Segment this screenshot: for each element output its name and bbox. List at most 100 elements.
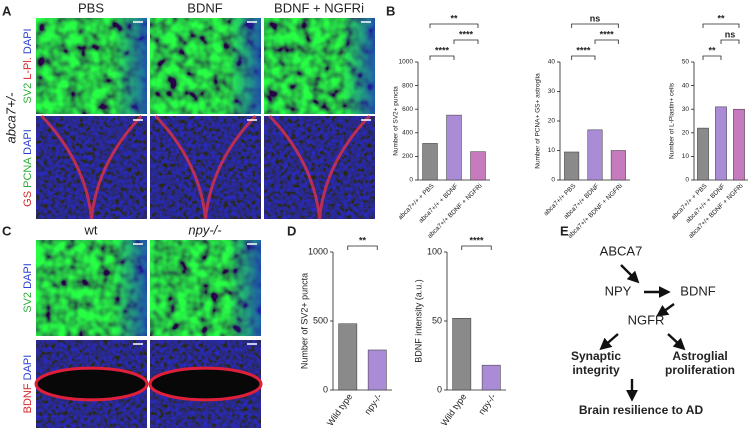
y-axis-title: Number of SV2+ puncta xyxy=(299,273,309,369)
significance-bracket xyxy=(571,55,596,60)
significance-bracket xyxy=(571,23,619,28)
significance-bracket xyxy=(453,39,479,44)
micrograph-red xyxy=(34,366,149,402)
column-title: wt xyxy=(84,222,98,237)
significance-bracket xyxy=(594,39,619,44)
y-tick-label: 1000 xyxy=(399,59,414,66)
pathway-node: NGFR xyxy=(628,312,665,327)
column-title: BDNF + NGFRi xyxy=(274,0,364,15)
row-label-part: SV2 xyxy=(22,292,34,313)
micrograph-red xyxy=(268,114,371,220)
y-axis-title: Number of SV2+ puncta xyxy=(393,86,400,156)
y-axis-title: Number of PCNA+ GS+ astroglia xyxy=(535,73,542,169)
significance-bracket xyxy=(720,39,740,44)
row-label: BDNF DAPI xyxy=(22,355,34,414)
significance-label: ** xyxy=(708,45,716,55)
y-tick-label: 40 xyxy=(682,82,690,89)
bar xyxy=(470,151,486,181)
row-label-part: DAPI xyxy=(22,355,34,381)
micrograph-signal xyxy=(264,116,375,219)
bar xyxy=(697,127,709,181)
y-tick-label: 50 xyxy=(432,315,442,325)
y-tick-label: 50 xyxy=(682,59,690,66)
significance-bracket xyxy=(702,55,722,60)
y-tick-label: 20 xyxy=(548,118,556,125)
genotype-label: abca7+/- xyxy=(3,92,18,144)
significance-bracket xyxy=(347,245,378,250)
y-tick-label: 200 xyxy=(402,153,413,160)
significance-label: **** xyxy=(459,29,474,39)
y-tick-label: 100 xyxy=(427,246,442,256)
panel-letter: A xyxy=(2,3,12,18)
bar xyxy=(564,151,580,181)
x-tick-label: Wild type xyxy=(439,392,468,428)
panel-letter: E xyxy=(560,223,569,238)
y-tick-label: 0 xyxy=(685,177,689,184)
micrograph-signal xyxy=(150,116,261,219)
y-tick-label: 10 xyxy=(682,153,690,160)
bar xyxy=(715,106,727,181)
row-label-part: PCNA xyxy=(22,157,34,188)
y-tick-label: 600 xyxy=(402,106,413,113)
significance-bracket xyxy=(702,23,740,28)
bar xyxy=(587,129,603,181)
significance-label: ns xyxy=(725,29,736,39)
micrographs xyxy=(34,18,375,428)
y-tick-label: 30 xyxy=(548,88,556,95)
row-label-part: L-Pl. xyxy=(22,57,34,80)
row-label-part: DAPI xyxy=(22,28,34,54)
y-tick-label: 500 xyxy=(313,315,328,325)
micrograph-red xyxy=(40,114,143,220)
significance-bracket xyxy=(429,23,479,28)
y-tick-label: 40 xyxy=(548,59,556,66)
row-label-part: DAPI xyxy=(22,263,34,289)
micrograph-red xyxy=(154,114,257,220)
x-tick-label: Wild type xyxy=(325,392,354,428)
bar xyxy=(367,349,387,391)
significance-bracket xyxy=(429,55,455,60)
significance-label: ns xyxy=(590,13,601,23)
row-label-part: DAPI xyxy=(22,129,34,155)
panel-letter: D xyxy=(287,223,296,238)
significance-label: **** xyxy=(600,29,615,39)
pathway-node: integrity xyxy=(572,363,620,377)
y-tick-label: 20 xyxy=(682,130,690,137)
micrograph-dapi xyxy=(150,18,261,114)
y-axis-title: BDNF intensity (a.u.) xyxy=(413,279,423,363)
row-label-part: BDNF xyxy=(22,383,34,413)
pathway-node: NPY xyxy=(605,283,632,298)
x-tick-label: npy-/- xyxy=(476,392,497,417)
panel-letter: B xyxy=(386,3,395,18)
pathway-node: Synaptic xyxy=(571,349,621,363)
significance-label: **** xyxy=(469,235,484,245)
bar xyxy=(338,323,358,391)
significance-label: **** xyxy=(435,45,450,55)
column-title: PBS xyxy=(78,0,104,15)
significance-label: ** xyxy=(359,235,367,245)
bar xyxy=(610,150,626,181)
arrow xyxy=(599,333,619,351)
x-tick-label: npy-/- xyxy=(362,392,383,417)
pathway-node: ABCA7 xyxy=(600,243,643,258)
bar xyxy=(422,143,438,181)
micrograph-dapi xyxy=(264,18,375,114)
y-tick-label: 30 xyxy=(682,106,690,113)
significance-label: **** xyxy=(576,45,591,55)
micrograph-dapi xyxy=(36,18,147,114)
pathway-node: Astroglial xyxy=(672,349,727,363)
column-title: BDNF xyxy=(187,0,222,15)
row-label: GS PCNA DAPI xyxy=(22,129,34,207)
y-tick-label: 0 xyxy=(551,177,555,184)
arrow xyxy=(667,333,686,351)
column-title: npy-/- xyxy=(188,222,222,237)
bar xyxy=(446,114,462,181)
row-label-part: GS xyxy=(22,191,34,207)
significance-label: ** xyxy=(717,13,725,23)
micrograph-red xyxy=(148,366,263,402)
y-tick-label: 400 xyxy=(402,130,413,137)
significance-bracket xyxy=(461,245,492,250)
y-tick-label: 0 xyxy=(323,384,328,394)
bar xyxy=(481,364,501,391)
y-tick-label: 0 xyxy=(437,384,442,394)
